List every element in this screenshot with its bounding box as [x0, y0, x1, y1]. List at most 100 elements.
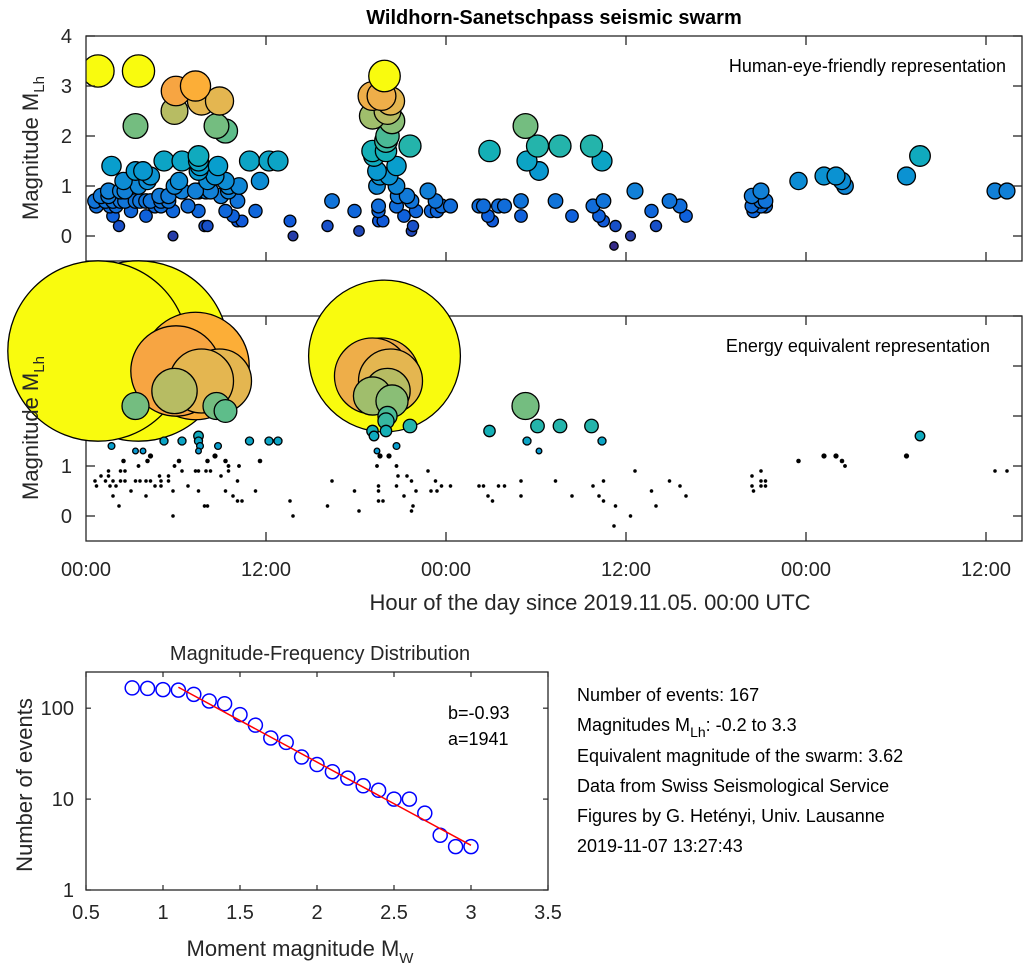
event-energy-marker [138, 479, 142, 483]
info-timestamp: 2019-11-07 13:27:43 [577, 836, 743, 856]
event-marker [139, 209, 153, 223]
x-tick-label: 12:00 [241, 559, 291, 581]
event-energy-marker [763, 479, 768, 483]
event-energy-marker [684, 494, 688, 498]
mfd-y-tick-label: 1 [63, 880, 74, 902]
event-energy-marker [379, 424, 393, 438]
event-energy-marker [584, 418, 599, 434]
event-energy-marker [649, 489, 654, 493]
event-energy-marker [208, 469, 213, 473]
event-energy-marker [107, 441, 116, 451]
mfd-count-marker [216, 695, 233, 712]
event-energy-marker [394, 484, 399, 488]
event-energy-marker [231, 494, 235, 498]
event-energy-marker [325, 504, 330, 508]
event-marker [187, 145, 210, 167]
x-tick-label: 00:00 [61, 559, 111, 581]
event-marker [287, 230, 299, 242]
y-tick-label: 3 [61, 76, 72, 98]
event-marker [789, 171, 808, 191]
middle-y-axis-label: Magnitude MLh [18, 356, 48, 500]
mfd-count-marker [170, 682, 187, 698]
event-marker [370, 198, 387, 214]
event-energy-marker [483, 424, 496, 438]
event-energy-marker [237, 464, 241, 468]
event-energy-marker [612, 524, 616, 528]
event-energy-marker [213, 398, 238, 424]
event-energy-marker [409, 479, 414, 483]
event-marker [609, 241, 619, 251]
event-energy-marker [759, 479, 763, 483]
mfd-count-marker [263, 730, 279, 746]
event-energy-marker [591, 484, 595, 488]
top-y-axis-label: Magnitude MLh [18, 76, 48, 220]
mfd-title: Magnitude-Frequency Distribution [170, 643, 470, 665]
event-energy-marker [553, 479, 558, 483]
event-energy-marker [486, 494, 490, 498]
event-marker [514, 209, 528, 223]
event-energy-marker [678, 484, 682, 488]
y-tick-label: 1 [61, 456, 72, 478]
x-tick-label: 12:00 [961, 559, 1011, 581]
event-marker [478, 139, 501, 163]
event-energy-marker [159, 436, 169, 446]
event-marker [442, 198, 459, 214]
top-annotation: Human-eye-friendly representation [729, 56, 1006, 76]
event-energy-marker [196, 469, 201, 473]
event-energy-marker [601, 479, 606, 483]
event-energy-marker [763, 484, 768, 488]
event-energy-marker [213, 441, 223, 451]
info-magnitude-range: Magnitudes MLh: -0.2 to 3.3 [577, 715, 797, 740]
event-marker [548, 134, 572, 158]
mfd-points [124, 680, 479, 855]
event-marker [169, 171, 189, 191]
event-energy-marker [426, 469, 430, 473]
event-energy-marker [519, 494, 523, 498]
event-energy-marker [433, 479, 438, 483]
event-energy-marker [103, 479, 108, 483]
event-energy-marker [202, 504, 207, 508]
x-tick-label: 00:00 [421, 559, 471, 581]
event-energy-marker [176, 458, 182, 464]
mfd-x-axis-label: Moment magnitude MW [187, 936, 415, 967]
event-energy-marker [223, 458, 228, 464]
event-energy-marker [435, 489, 439, 493]
event-marker [267, 150, 289, 172]
mfd-count-marker [309, 756, 325, 773]
event-energy-marker [375, 464, 379, 468]
event-energy-marker [667, 479, 672, 483]
event-energy-marker [368, 430, 380, 442]
mfd-x-tick-label: 2.5 [380, 902, 408, 924]
event-marker [626, 182, 644, 200]
mfd-x-tick-label: 3.5 [534, 902, 562, 924]
middle-scatter-points [7, 260, 1009, 528]
event-marker [752, 182, 770, 200]
event-energy-marker [439, 484, 444, 488]
x-axis-label: Hour of the day since 2019.11.05. 00:00 … [369, 590, 810, 615]
event-energy-marker [597, 436, 607, 446]
mfd-count-marker [201, 693, 217, 709]
event-energy-marker [226, 469, 231, 473]
event-marker [624, 230, 637, 242]
event-energy-marker [633, 469, 637, 473]
event-energy-marker [121, 458, 126, 464]
event-energy-marker [118, 469, 123, 473]
event-energy-marker [145, 458, 150, 464]
event-energy-marker [118, 479, 123, 483]
event-energy-marker [166, 474, 171, 478]
event-energy-marker [414, 489, 418, 493]
event-energy-marker [186, 484, 190, 488]
event-marker [324, 193, 340, 209]
event-energy-marker [93, 479, 97, 483]
event-marker [101, 155, 122, 177]
event-energy-marker [244, 436, 255, 446]
event-energy-marker [139, 447, 147, 455]
mfd-count-marker [447, 838, 464, 855]
event-marker [406, 219, 420, 233]
event-energy-marker [288, 499, 292, 503]
event-energy-marker [402, 494, 406, 498]
event-energy-marker [522, 436, 532, 446]
event-energy-marker [193, 469, 198, 473]
